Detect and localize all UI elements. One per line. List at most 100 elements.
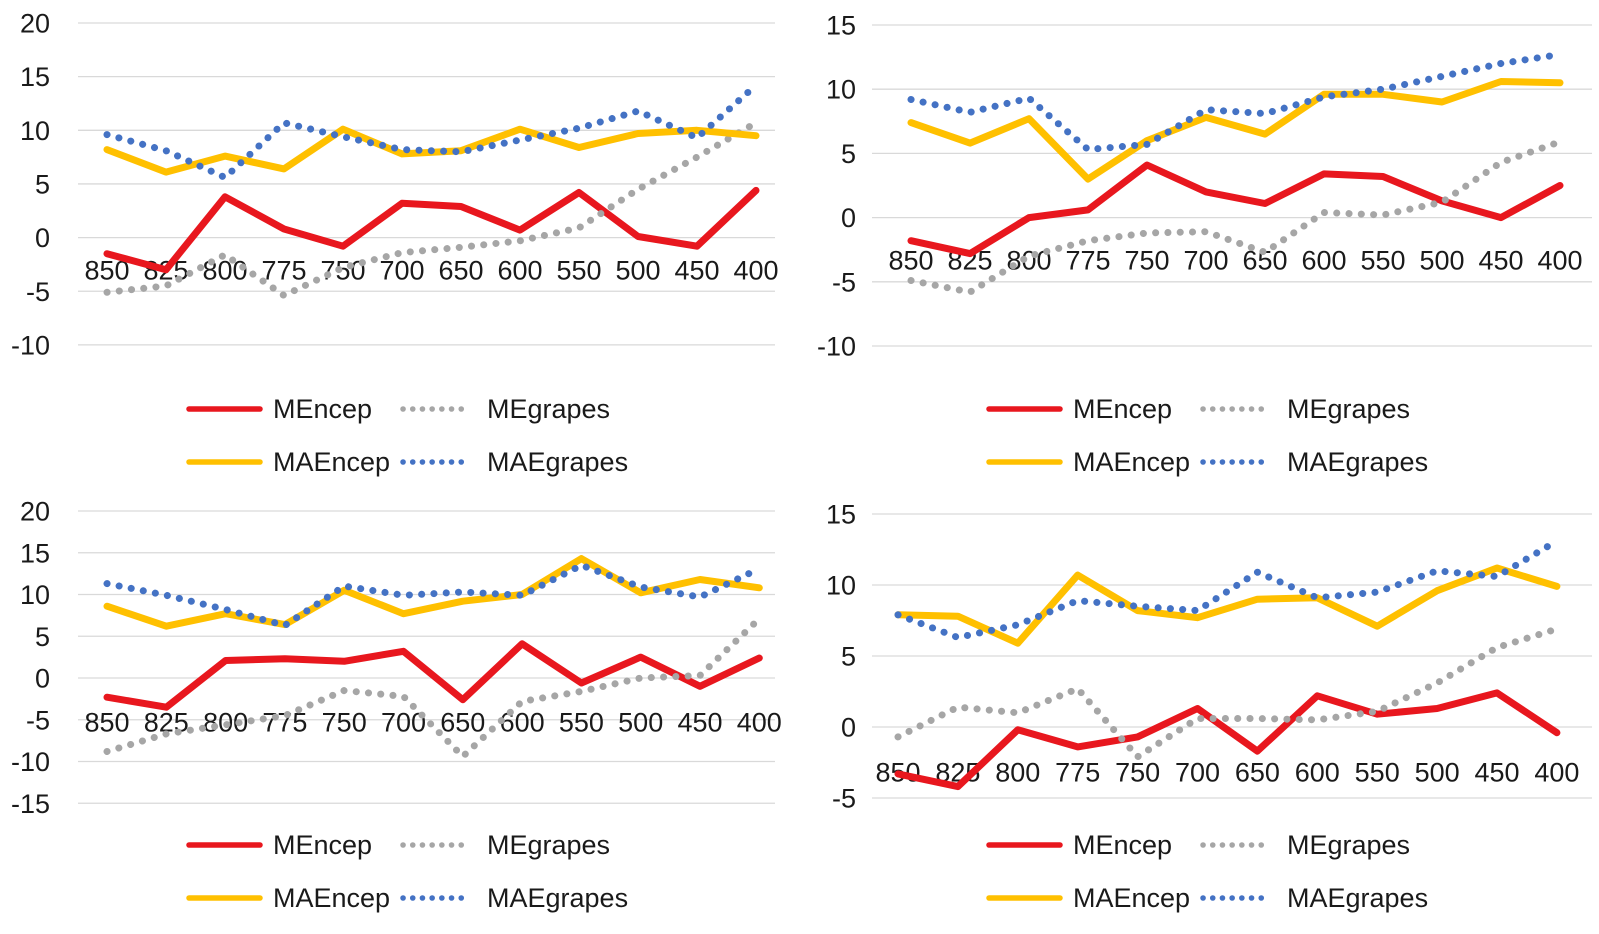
x-axis-tick-label: 775 (1055, 758, 1100, 788)
legend-label: MAEncep (1073, 447, 1191, 477)
legend-sample-MAEgrapes-dotted-line (1200, 895, 1273, 901)
series-line-MAEgrapes (103, 561, 763, 629)
legend-sample-MEncep-solid-line (186, 406, 263, 412)
y-axis-tick-label: 10 (826, 571, 856, 601)
legend-sample-MAEncep-solid-line (986, 459, 1063, 465)
legend-sample-MAEncep-solid-line (186, 895, 263, 901)
x-axis-tick-label: 700 (381, 708, 426, 738)
y-axis-tick-label: 0 (35, 664, 50, 694)
legend-sample-MAEgrapes-dotted-line (400, 459, 473, 465)
legend-label: MAEgrapes (1287, 447, 1429, 477)
x-axis-tick-label: 400 (1534, 758, 1579, 788)
x-axis-tick-label: 775 (1065, 246, 1110, 276)
y-axis-tick-label: -10 (11, 330, 50, 360)
y-axis-tick-label: 0 (35, 223, 50, 253)
y-axis-tick-label: -5 (832, 267, 856, 297)
legend-label: MAEncep (273, 883, 391, 913)
series-line-MAEncep (894, 564, 1561, 647)
x-axis-tick-label: 600 (1301, 246, 1346, 276)
x-axis-tick-label: 650 (440, 708, 485, 738)
legend-label: MEgrapes (487, 830, 611, 860)
series-line-MEncep (907, 161, 1564, 258)
x-axis-tick-label: 850 (84, 708, 129, 738)
x-axis-tick-label: 850 (888, 246, 933, 276)
x-axis-tick-label: 800 (995, 758, 1040, 788)
y-axis-tick-label: -10 (817, 332, 856, 362)
y-axis-tick-label: 15 (20, 62, 50, 92)
legend-label: MEncep (1073, 830, 1173, 860)
series-line-MEncep (103, 640, 763, 711)
x-axis-tick-label: 500 (615, 256, 660, 286)
y-axis-tick-label: 5 (841, 642, 856, 672)
x-axis-tick-label: 550 (556, 256, 601, 286)
x-axis-tick-label: 550 (1360, 246, 1405, 276)
x-axis-tick-label: 750 (322, 708, 367, 738)
legend-label: MEgrapes (487, 394, 611, 424)
x-axis-tick-label: 650 (1235, 758, 1280, 788)
legend-sample-MEgrapes-dotted-line (1200, 842, 1273, 848)
x-axis-tick-label: 550 (1355, 758, 1400, 788)
x-axis-tick-label: 750 (1124, 246, 1169, 276)
x-axis-tick-label: 600 (500, 708, 545, 738)
x-axis-tick-label: 750 (320, 256, 365, 286)
x-axis-tick-label: 550 (559, 708, 604, 738)
y-axis-tick-label: -5 (26, 705, 50, 735)
legend-sample-MAEncep-solid-line (986, 895, 1063, 901)
legend-label: MEncep (273, 394, 373, 424)
x-axis-tick-label: 400 (737, 708, 782, 738)
x-axis-tick-label: 450 (1474, 758, 1519, 788)
y-axis-tick-label: -10 (11, 747, 50, 777)
series-line-MAEgrapes (894, 537, 1561, 641)
y-axis-tick-label: 5 (841, 139, 856, 169)
y-axis-tick-label: 0 (841, 713, 856, 743)
legend-sample-MAEncep-solid-line (186, 459, 263, 465)
series-line-MEncep (894, 689, 1561, 791)
x-axis-tick-label: 500 (1415, 758, 1460, 788)
legend-sample-MEgrapes-dotted-line (400, 406, 473, 412)
series-line-MEncep (103, 186, 760, 274)
legend-sample-MAEgrapes-dotted-line (1200, 459, 1273, 465)
x-axis-tick-label: 400 (733, 256, 778, 286)
x-axis-tick-label: 750 (1115, 758, 1160, 788)
legend-sample-MEncep-solid-line (986, 406, 1063, 412)
y-axis-tick-label: 15 (20, 538, 50, 568)
y-axis-tick-label: -5 (26, 277, 50, 307)
x-axis-tick-label: 700 (379, 256, 424, 286)
y-axis-tick-label: 15 (826, 500, 856, 530)
series-line-MEgrapes (103, 615, 763, 760)
legend-label: MAEgrapes (1287, 883, 1429, 913)
x-axis-tick-label: 450 (677, 708, 722, 738)
series-line-MAEgrapes (103, 81, 760, 181)
legend-sample-MEncep-solid-line (186, 842, 263, 848)
y-axis-tick-label: 10 (20, 116, 50, 146)
y-axis-tick-label: -15 (11, 789, 50, 819)
series-line-MEgrapes (894, 625, 1561, 761)
x-axis-tick-label: 700 (1183, 246, 1228, 276)
x-axis-tick-label: 650 (438, 256, 483, 286)
y-axis-tick-label: 20 (20, 497, 50, 527)
x-axis-tick-label: 400 (1537, 246, 1582, 276)
x-axis-tick-label: 700 (1175, 758, 1220, 788)
legend-label: MEncep (1073, 394, 1173, 424)
series-line-MAEgrapes (907, 51, 1564, 153)
x-axis-tick-label: 600 (497, 256, 542, 286)
series-line-MAEncep (103, 555, 763, 630)
legend-label: MAEgrapes (487, 883, 629, 913)
y-axis-tick-label: 10 (826, 75, 856, 105)
series-line-MEgrapes (103, 119, 760, 299)
y-axis-tick-label: 15 (826, 11, 856, 41)
legend-sample-MEgrapes-dotted-line (1200, 406, 1273, 412)
legend-sample-MEgrapes-dotted-line (400, 842, 473, 848)
legend-label: MAEncep (1073, 883, 1191, 913)
x-axis-tick-label: 450 (674, 256, 719, 286)
x-axis-tick-label: 775 (261, 256, 306, 286)
y-axis-tick-label: 20 (20, 9, 50, 39)
legend-label: MAEgrapes (487, 447, 629, 477)
y-axis-tick-label: 5 (35, 169, 50, 199)
legend-sample-MAEgrapes-dotted-line (400, 895, 473, 901)
